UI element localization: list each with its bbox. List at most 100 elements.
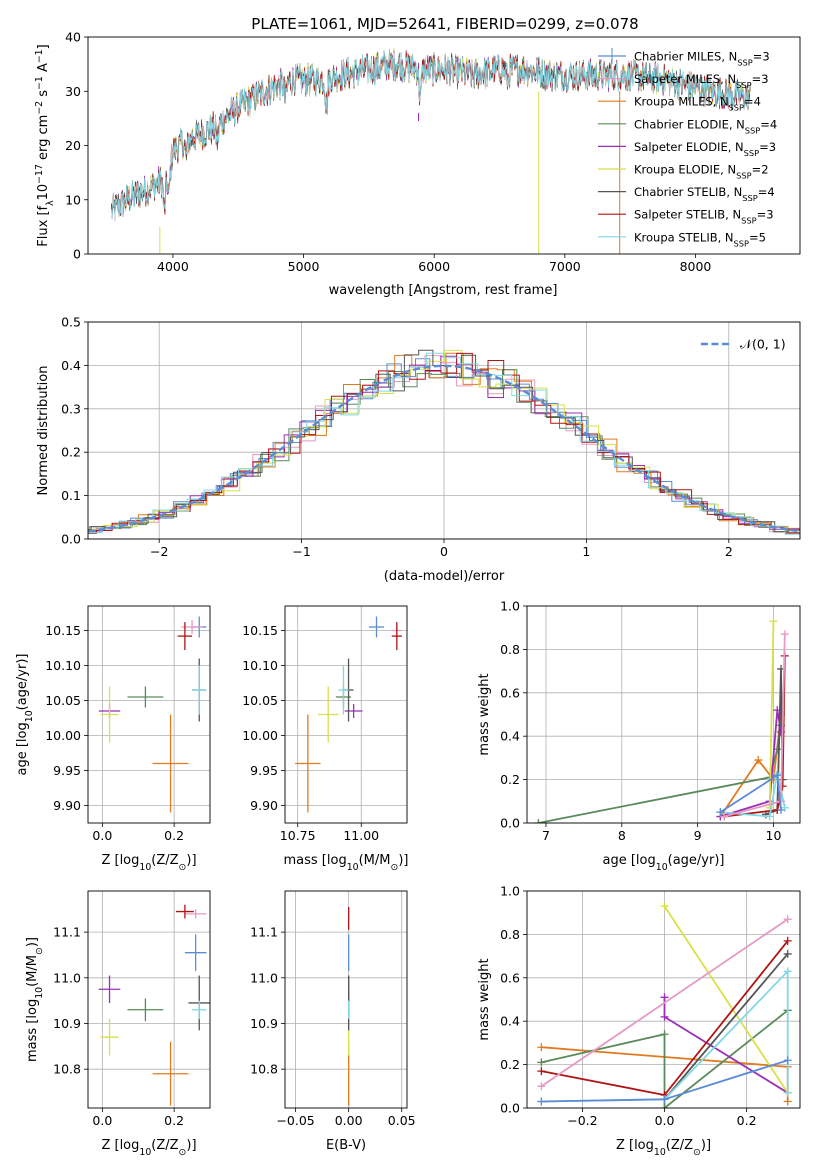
y-tick-label: 10.8	[53, 1062, 81, 1077]
y-tick-label: 11.0	[53, 970, 81, 985]
x-tick-label: 11.00	[343, 828, 379, 843]
error-bar-point	[192, 1000, 207, 1019]
weight-marker	[537, 1082, 546, 1091]
weight-marker	[537, 1097, 546, 1106]
y-tick-label: 10	[65, 192, 81, 207]
normal-curve	[88, 364, 800, 533]
error-bar-point	[391, 622, 402, 651]
plot-area	[111, 48, 751, 254]
x-axis-label: mass [log10(M/M⊙)]	[284, 853, 409, 873]
legend-entry: Salpeter MILES, NSSP=3	[634, 72, 769, 90]
y-tick-label: 0.2	[500, 772, 520, 787]
error-bar-point	[127, 686, 164, 708]
y-tick-label: 11.1	[250, 925, 278, 940]
y-tick-label: 0	[73, 247, 81, 262]
y-tick-label: 0.3	[61, 401, 81, 416]
legend-entry: Kroupa STELIB, NSSP=5	[634, 230, 766, 248]
weight-marker	[765, 812, 774, 821]
x-tick-label: −0.2	[567, 1113, 597, 1128]
legend-entry: Salpeter ELODIE, NSSP=3	[634, 140, 776, 158]
x-tick-label: −1	[292, 544, 310, 559]
histogram-step	[88, 352, 800, 534]
weight-marker	[783, 1056, 792, 1065]
error-bar-point	[98, 975, 121, 1003]
weight-marker	[780, 630, 789, 639]
error-bar-point	[184, 934, 207, 971]
error-bar-point	[177, 622, 193, 651]
weight-vs-metallicity-panel: −0.2 0.0 0.2 0.0 0.2 0.4 0.6 0.8 1.0 Z [log10(Z/Z…	[477, 884, 801, 1158]
weight-line	[765, 668, 784, 816]
x-tick-label: 7	[542, 828, 550, 843]
weight-marker	[783, 1097, 792, 1106]
error-bar-point	[100, 686, 119, 743]
weight-line	[541, 1009, 789, 1108]
weight-line	[663, 905, 789, 1094]
weight-marker	[769, 617, 778, 626]
y-tick-label: 10.05	[45, 693, 81, 708]
histogram-step	[88, 355, 800, 534]
weight-line	[768, 621, 775, 808]
y-axis-label: Flux [fλ10−17 erg cm−2 s−1 A−1]	[34, 44, 56, 246]
weight-marker	[783, 936, 792, 945]
weight-marker	[777, 805, 786, 814]
y-tick-label: 11.1	[53, 925, 81, 940]
x-tick-label: 7000	[549, 259, 581, 274]
error-bar-point	[295, 714, 321, 813]
weight-marker	[783, 949, 792, 958]
y-tick-label: 10.00	[242, 728, 278, 743]
y-tick-label: 0.4	[500, 1014, 520, 1029]
y-axis-label: mass weight	[477, 673, 492, 755]
x-axis-label: wavelength [Angstrom, rest frame]	[329, 283, 558, 298]
x-tick-label: 0.2	[164, 828, 184, 843]
y-tick-label: 1.0	[500, 599, 520, 614]
axes-frame	[87, 321, 801, 540]
x-axis-label: (data-model)/error	[384, 569, 505, 584]
x-tick-label: 2	[725, 544, 733, 559]
weight-marker	[783, 915, 792, 924]
x-tick-label: 4000	[157, 259, 189, 274]
y-tick-label: 40	[65, 30, 81, 45]
weight-marker	[537, 1043, 546, 1052]
residuals-panel: −2 −1 0 1 2 0.0 0.1 0.2 0.3 0.4 0.5 𝒩(0, 1) (data-mo…	[36, 315, 801, 584]
plot-area	[537, 902, 792, 1108]
y-tick-label: 10.15	[242, 623, 278, 638]
mass-vs-ebv-panel: −0.05 0.00 0.05 10.8 10.9 11.0 11.1 E(B-V)	[250, 890, 416, 1153]
legend-entry: Kroupa MILES, NSSP=4	[634, 95, 761, 113]
y-tick-label: 1.0	[500, 884, 520, 899]
y-tick-label: 0.8	[500, 642, 520, 657]
weight-marker	[754, 756, 763, 765]
mass-vs-metallicity-panel: 0.0 0.2 10.8 10.9 11.0 11.1 Z [log10(Z/Z⊙)] mas…	[25, 890, 211, 1158]
weight-marker	[716, 808, 725, 817]
y-tick-label: 10.10	[242, 658, 278, 673]
weight-marker	[660, 902, 669, 911]
y-axis-label: mass weight	[477, 958, 492, 1040]
y-tick-label: 10.9	[53, 1016, 81, 1031]
weight-line	[540, 918, 789, 1088]
age-vs-metallicity-panel: 0.0 0.2 9.90 9.95 10.00 10.05 10.10 10.15 Z [log…	[15, 605, 211, 873]
x-tick-label: 8000	[680, 259, 712, 274]
plot-area	[98, 904, 210, 1106]
error-bar-point	[152, 1041, 189, 1106]
weight-marker	[720, 812, 729, 821]
weight-marker	[534, 819, 543, 823]
error-bar-point	[344, 704, 363, 718]
weight-marker	[660, 993, 669, 1002]
legend-entry: Salpeter STELIB, NSSP=3	[634, 208, 774, 226]
error-bar-point	[192, 665, 207, 715]
spectrum-line	[111, 49, 751, 220]
x-axis-label: Z [log10(Z/Z⊙)]	[101, 853, 196, 873]
x-axis-label: E(B-V)	[326, 1138, 366, 1153]
x-tick-label: 0.0	[92, 828, 112, 843]
weight-marker	[537, 1058, 546, 1067]
x-tick-label: 10.75	[280, 828, 316, 843]
y-tick-label: 10.00	[45, 728, 81, 743]
error-bar-point	[175, 904, 194, 919]
y-tick-label: 0.5	[61, 315, 81, 330]
weight-marker	[773, 771, 782, 780]
histogram-step	[88, 355, 800, 532]
x-tick-label: 0.0	[92, 1113, 112, 1128]
plot-area	[98, 616, 207, 813]
x-tick-label: 0.05	[388, 1113, 416, 1128]
axes-frame	[284, 605, 408, 824]
plot-area	[295, 616, 402, 813]
